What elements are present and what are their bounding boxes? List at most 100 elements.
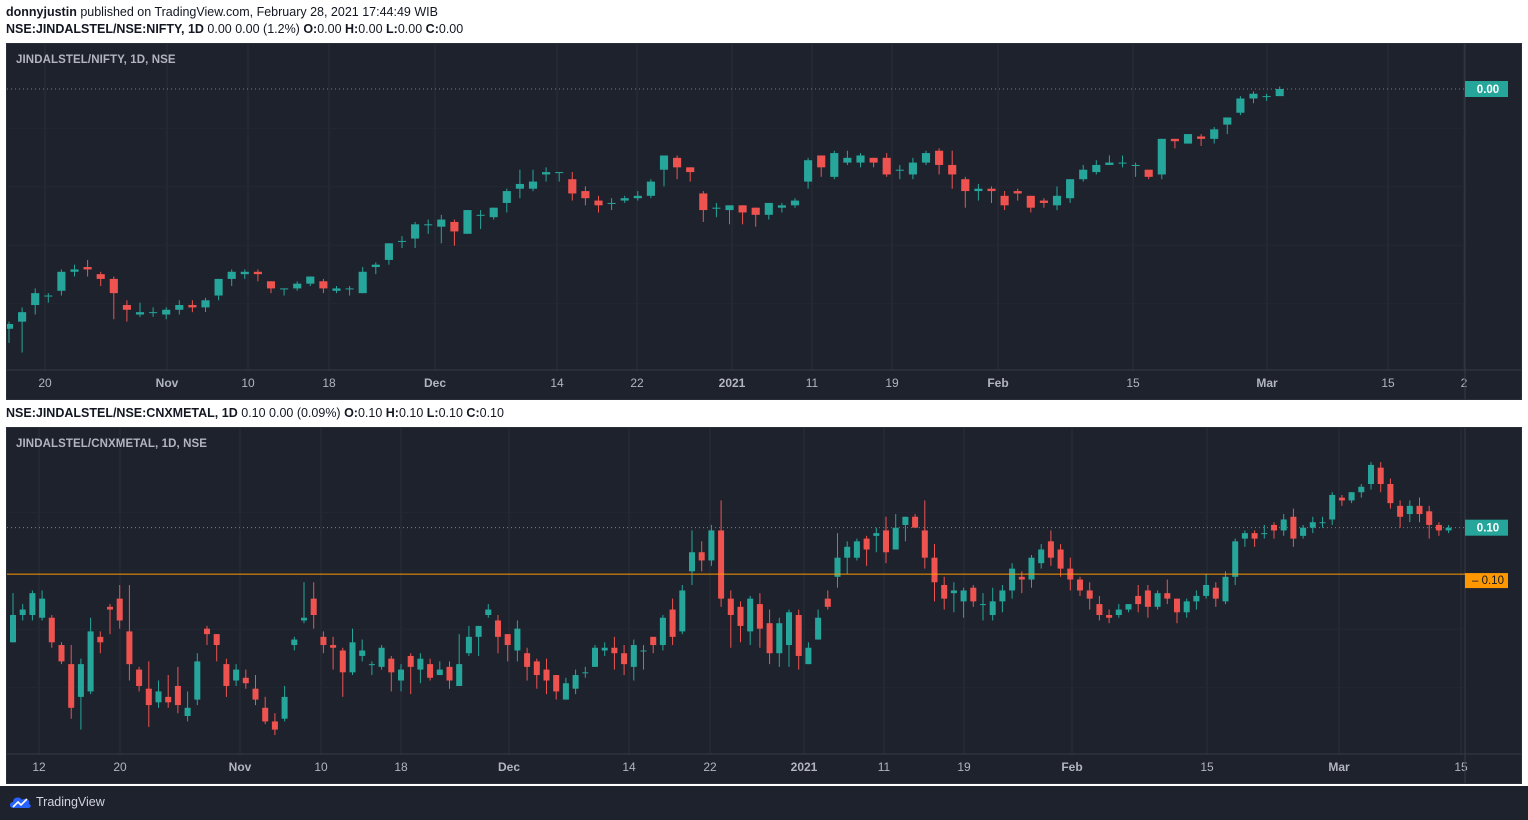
candle-body xyxy=(97,636,104,643)
candle-body xyxy=(1416,505,1423,515)
candle-body xyxy=(106,606,114,610)
candle-body xyxy=(427,664,434,678)
x-axis-tick-label: 14 xyxy=(622,760,636,774)
candle xyxy=(339,647,346,697)
candle-body xyxy=(659,155,669,170)
candle xyxy=(87,617,94,695)
candle-body xyxy=(1309,522,1316,528)
candle-body xyxy=(502,191,511,203)
candle-body xyxy=(961,179,970,192)
candle-body xyxy=(407,655,414,667)
candle xyxy=(528,169,538,192)
candle xyxy=(895,164,904,180)
candle-body xyxy=(1406,505,1413,515)
candle xyxy=(738,205,747,225)
candle xyxy=(514,620,521,662)
x-axis-tick-label: 18 xyxy=(322,376,336,390)
candle-body xyxy=(126,631,133,665)
candle-body xyxy=(1329,494,1336,520)
candle-body xyxy=(1057,549,1064,569)
candle-body xyxy=(633,195,642,199)
candle xyxy=(747,595,754,646)
candle xyxy=(659,155,669,187)
candle xyxy=(633,191,642,201)
candle xyxy=(830,150,839,180)
candle-body xyxy=(476,214,485,216)
candle-body xyxy=(504,634,511,646)
candle-body xyxy=(853,541,860,558)
chart2-ohlc-value: 0.10 xyxy=(398,406,427,420)
candle xyxy=(1000,191,1009,211)
candle xyxy=(70,264,79,277)
candle-body xyxy=(87,631,94,692)
candle xyxy=(766,609,773,665)
candle xyxy=(970,584,977,607)
candle xyxy=(961,176,970,208)
candlestick-chart-nifty[interactable]: 20 Nov 10 18 Dec 14 22 2021 11 19 Feb 15 Mar 15 2 0.00 xyxy=(7,44,1521,399)
candle-body xyxy=(446,666,453,681)
candle-body xyxy=(1092,164,1101,173)
candle xyxy=(504,634,511,662)
candle-body xyxy=(591,647,599,667)
candle xyxy=(1212,582,1219,607)
candle-body xyxy=(83,267,92,270)
candle xyxy=(725,205,734,225)
candle xyxy=(1329,492,1336,525)
x-axis-tick-label: 15 xyxy=(1200,760,1214,774)
candle xyxy=(368,661,375,676)
candle xyxy=(1377,462,1384,493)
candle-body xyxy=(1173,598,1181,613)
candle-body xyxy=(686,167,695,173)
candle-body xyxy=(1009,568,1016,591)
candle-body xyxy=(543,669,550,681)
candle xyxy=(727,590,734,648)
candle-body xyxy=(29,593,36,616)
candle xyxy=(931,544,938,602)
candle-body xyxy=(921,530,928,558)
candle xyxy=(233,664,240,686)
chart2-ohlc-value: 0.10 xyxy=(479,406,504,420)
candle xyxy=(718,500,725,607)
candle-body xyxy=(1000,195,1009,206)
candle xyxy=(1038,544,1045,569)
candle-body xyxy=(145,688,152,706)
candle-body xyxy=(345,288,354,290)
candle xyxy=(941,576,948,610)
candle xyxy=(77,658,84,730)
candle xyxy=(817,155,826,177)
candle-body xyxy=(830,153,839,177)
candle xyxy=(1115,604,1122,618)
chart-pane-nifty[interactable]: 20 Nov 10 18 Dec 14 22 2021 11 19 Feb 15 Mar 15 2 0.00 … xyxy=(6,43,1522,400)
candle-body xyxy=(1262,96,1271,98)
candle xyxy=(1125,604,1132,613)
candle-body xyxy=(456,664,463,686)
candle xyxy=(659,615,666,651)
candle xyxy=(306,276,315,287)
candle xyxy=(417,653,424,684)
candle-body xyxy=(766,623,773,654)
candle xyxy=(533,658,540,689)
candle xyxy=(1079,164,1088,182)
candle xyxy=(1009,563,1016,599)
candle-body xyxy=(450,221,459,232)
candle-body xyxy=(844,546,851,558)
candle-body xyxy=(987,188,996,192)
candle xyxy=(145,661,152,727)
candle xyxy=(494,615,502,654)
x-axis-tick-label: 11 xyxy=(806,376,819,390)
tradingview-logo[interactable]: TradingView xyxy=(8,794,105,810)
candle xyxy=(1092,160,1101,175)
x-axis-tick-label: Mar xyxy=(1328,760,1350,774)
candle xyxy=(242,669,249,689)
candle-body xyxy=(1270,524,1278,531)
candle xyxy=(106,604,114,635)
x-axis-tick-label: Mar xyxy=(1256,376,1278,390)
candle-body xyxy=(306,276,315,284)
candle xyxy=(1210,126,1219,144)
chart-pane-cnxmetal[interactable]: 12 20 Nov 10 18 Dec 14 22 2021 11 19 Feb 15 Mar 15 0.10… xyxy=(6,427,1522,784)
candle-body xyxy=(785,612,793,646)
candlestick-chart-cnxmetal[interactable]: 12 20 Nov 10 18 Dec 14 22 2021 11 19 Feb 15 Mar 15 0.10… xyxy=(7,428,1521,783)
candle xyxy=(1261,524,1268,539)
candle xyxy=(1249,91,1258,104)
last-price-text: 0.10 xyxy=(1477,523,1499,535)
